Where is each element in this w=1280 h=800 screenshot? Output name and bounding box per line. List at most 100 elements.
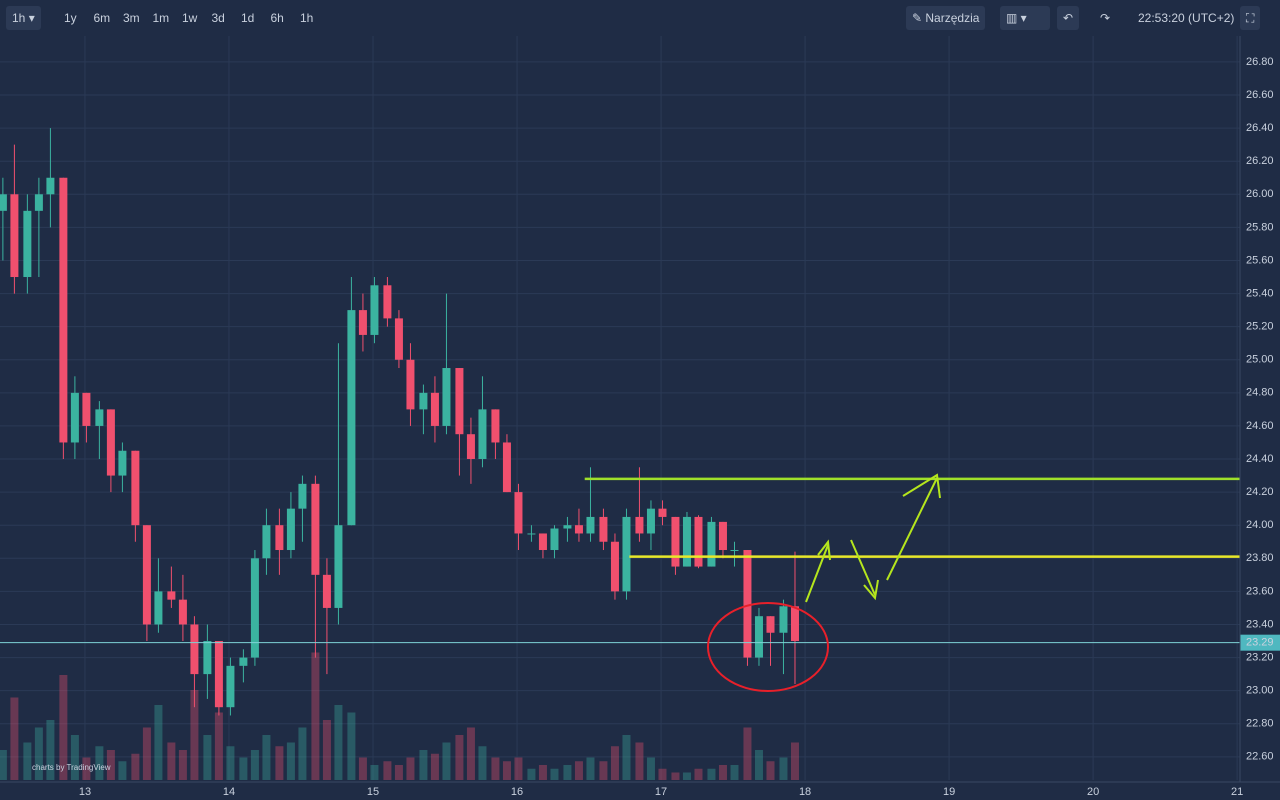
last-price-label: 23.29 [1246, 637, 1274, 649]
y-tick-label: 22.80 [1246, 718, 1274, 730]
candle-body [658, 508, 667, 517]
volume-bar [142, 727, 151, 780]
volume-bar [203, 735, 212, 780]
chart-type[interactable]: ▥ ▾ [1000, 6, 1050, 30]
candle-body [574, 525, 583, 534]
volume-bar [214, 712, 223, 780]
candle-body [23, 210, 32, 278]
x-tick-label: 18 [799, 786, 811, 798]
y-tick-label: 24.00 [1246, 519, 1274, 531]
candle-body [538, 533, 547, 551]
range-button[interactable]: 1h [300, 11, 314, 25]
candle-body [106, 409, 115, 476]
candle-body [442, 368, 451, 426]
volume-bar [779, 757, 788, 780]
volume-bar [574, 761, 583, 780]
x-tick-label: 20 [1087, 786, 1099, 798]
volume-bar [322, 720, 331, 780]
range-button[interactable]: 1d [241, 11, 255, 25]
range-button[interactable]: 6h [270, 11, 284, 25]
candle-body [95, 409, 104, 426]
volume-bar [370, 765, 379, 780]
volume-bar [514, 757, 523, 780]
range-button[interactable]: 1y [64, 11, 77, 25]
volume-bar [10, 697, 19, 780]
candle-body [502, 442, 511, 493]
interval-select[interactable]: 1h ▾ [6, 6, 41, 30]
range-button[interactable]: 3d [211, 11, 225, 25]
candle-body [214, 641, 223, 708]
x-tick-label: 16 [511, 786, 523, 798]
clock: 22:53:20 (UTC+2) [1138, 11, 1235, 25]
volume-bar [311, 652, 320, 780]
volume-bar [46, 720, 55, 780]
volume-bar [671, 772, 680, 780]
volume-bar [154, 705, 163, 780]
y-tick-label: 25.60 [1246, 254, 1274, 266]
y-tick-label: 25.40 [1246, 287, 1274, 299]
volume-bar [0, 750, 7, 780]
volume-bar [118, 761, 127, 780]
arrow-head [863, 579, 879, 601]
candle-body [491, 409, 500, 443]
volume-bar [286, 742, 295, 780]
y-tick-label: 23.20 [1246, 651, 1274, 663]
volume-bar [635, 742, 644, 780]
candle-body [707, 521, 716, 567]
candle-body [82, 392, 91, 426]
candle-body [671, 516, 680, 567]
candle-body [430, 392, 439, 426]
watermark: charts by TradingView [32, 763, 111, 772]
volume-bar [718, 765, 727, 780]
volume-bar [694, 768, 703, 780]
candle-body [118, 450, 127, 476]
volume-bar [455, 735, 464, 780]
fullscreen[interactable]: ⛶ [1240, 6, 1261, 30]
candle-body [730, 550, 739, 552]
candle-body [154, 591, 163, 625]
volume-bar [430, 753, 439, 780]
tools-button[interactable]: ✎ Narzędzia [906, 6, 986, 30]
range-button[interactable]: 6m [93, 11, 111, 25]
arrow [886, 477, 938, 581]
candle-body [275, 525, 284, 551]
range-button[interactable]: 1m [152, 11, 170, 25]
candle-body [190, 624, 199, 675]
undo[interactable]: ↶ [1057, 6, 1080, 30]
range-button[interactable]: 3m [123, 11, 140, 25]
candle-body [142, 525, 151, 625]
volume-bar [466, 727, 475, 780]
candle-body [70, 392, 79, 443]
volume-bar [106, 750, 115, 780]
candle-body [586, 516, 595, 534]
volume-bar [754, 750, 763, 780]
candle-body [406, 359, 415, 410]
redo[interactable]: ↷ [1100, 11, 1111, 25]
last-price-tag [1240, 634, 1280, 651]
candle-body [563, 525, 572, 529]
y-tick-label: 24.80 [1246, 387, 1274, 399]
volume-bar [538, 765, 547, 780]
y-tick-label: 26.40 [1246, 122, 1274, 134]
arrow [805, 544, 829, 603]
candle-body [59, 177, 68, 443]
volume-bar [419, 750, 428, 780]
y-tick-label: 23.40 [1246, 618, 1274, 630]
candle-body [46, 177, 55, 195]
y-tick-label: 26.60 [1246, 89, 1274, 101]
candle-body [527, 533, 536, 535]
volume-bar [491, 757, 500, 780]
candle-body [419, 392, 428, 410]
volume-bar [790, 742, 799, 780]
volume-bar [394, 765, 403, 780]
volume-bar [682, 772, 691, 780]
circle-annotation [707, 602, 829, 692]
candle-body [455, 368, 464, 435]
volume-bar [383, 761, 392, 780]
candle-body [599, 516, 608, 542]
range-button[interactable]: 1w [182, 11, 198, 25]
candle-body [226, 665, 235, 708]
volume-bar [550, 768, 559, 780]
candle-body [239, 657, 248, 666]
